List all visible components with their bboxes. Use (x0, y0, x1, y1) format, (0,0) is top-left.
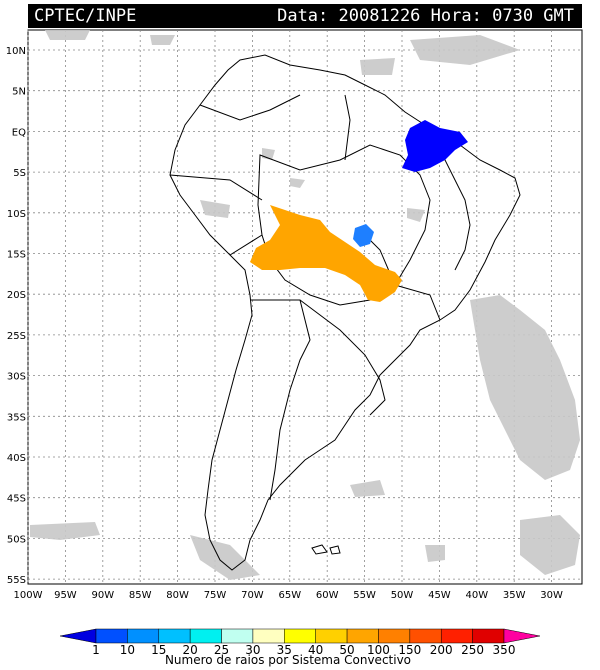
colorbar-label: 200 (430, 643, 453, 657)
lat-tick-labels: 10N 5N EQ 5S 10S 15S 20S 25S 30S 35S 40S 45S 50S 55S (6, 46, 26, 586)
colorbar: 1 10 15 20 25 30 35 40 50 100 150 200 250 350 (59, 628, 541, 657)
colorbar-label: 100 (367, 643, 390, 657)
colorbar-label: 1 (92, 643, 100, 657)
lon-tick-label: 75W (204, 590, 227, 601)
falklands (311, 544, 341, 555)
colorbar-label: 150 (398, 643, 421, 657)
lat-tick-label: 20S (7, 290, 26, 301)
lat-tick-label: 40S (7, 453, 26, 464)
colorbar-swatch (315, 628, 348, 644)
lat-tick-label: 55S (7, 575, 26, 586)
colorbar-swatch (378, 628, 411, 644)
colorbar-swatch (440, 628, 473, 644)
colorbar-label: 35 (277, 643, 292, 657)
colorbar-left-arrow (59, 628, 97, 644)
colorbar-swatch (95, 628, 128, 644)
lon-tick-label: 95W (54, 590, 77, 601)
colorbar-label: 30 (245, 643, 260, 657)
colorbar-label: 350 (493, 643, 516, 657)
lat-tick-label: 35S (7, 412, 26, 423)
source-label: CPTEC/INPE (34, 6, 137, 26)
datetime-label: Data: 20081226 Hora: 0730 GMT (277, 4, 574, 28)
lon-tick-label: 35W (503, 590, 526, 601)
colorbar-swatch (346, 628, 379, 644)
convective-system-orange (250, 205, 402, 302)
colorbar-label: 15 (151, 643, 166, 657)
date-value: 20081226 (338, 6, 421, 26)
lat-tick-label: EQ (12, 127, 26, 138)
lat-tick-label: 45S (7, 494, 26, 505)
colorbar-label: 50 (339, 643, 354, 657)
lat-tick-label: 50S (7, 534, 26, 545)
lat-tick-label: 5S (13, 168, 26, 179)
colorbar-label: 250 (461, 643, 484, 657)
lon-tick-label: 90W (91, 590, 114, 601)
lat-tick-label: 10N (6, 46, 26, 57)
lon-tick-label: 65W (278, 590, 301, 601)
lat-tick-label: 30S (7, 372, 26, 383)
colorbar-swatch (189, 628, 222, 644)
lon-tick-label: 60W (316, 590, 339, 601)
lat-tick-label: 5N (12, 87, 26, 98)
convective-system-lightblue (353, 224, 374, 247)
map-header: CPTEC/INPE Data: 20081226 Hora: 0730 GMT (28, 4, 582, 28)
colorbar-label: 10 (120, 643, 135, 657)
lat-tick-label: 25S (7, 331, 26, 342)
lon-tick-label: 30W (540, 590, 563, 601)
time-value: 0730 GMT (492, 6, 574, 26)
colorbar-swatch (409, 628, 442, 644)
colorbar-right-arrow (503, 628, 541, 644)
date-label: Data: (277, 6, 329, 26)
time-label: Hora: (430, 6, 482, 26)
colorbar-label: 20 (183, 643, 198, 657)
colorbar-swatch (221, 628, 254, 644)
colorbar-swatch (252, 628, 285, 644)
lat-tick-label: 10S (7, 209, 26, 220)
cloud-cover (30, 30, 580, 580)
lon-tick-label: 80W (166, 590, 189, 601)
lon-tick-label: 55W (353, 590, 376, 601)
lat-tick-label: 15S (7, 250, 26, 261)
lon-tick-label: 40W (465, 590, 488, 601)
convective-system-blue (402, 120, 468, 172)
lon-tick-label: 100W (14, 590, 43, 601)
lon-tick-label: 70W (241, 590, 264, 601)
colorbar-title: Numero de raios por Sistema Convectivo (165, 653, 411, 667)
colorbar-label: 25 (214, 643, 229, 657)
colorbar-swatch (472, 628, 505, 644)
colorbar-label: 40 (308, 643, 323, 657)
lon-tick-label: 50W (391, 590, 414, 601)
colorbar-swatch (127, 628, 160, 644)
lon-tick-label: 85W (129, 590, 152, 601)
lon-tick-label: 45W (428, 590, 451, 601)
colorbar-swatch (158, 628, 191, 644)
graticule (27, 30, 582, 584)
lon-tick-labels: 100W 95W 90W 85W 80W 75W 70W 65W 60W 55W 50W 45W 40W… (14, 590, 564, 601)
colorbar-swatch (284, 628, 316, 644)
